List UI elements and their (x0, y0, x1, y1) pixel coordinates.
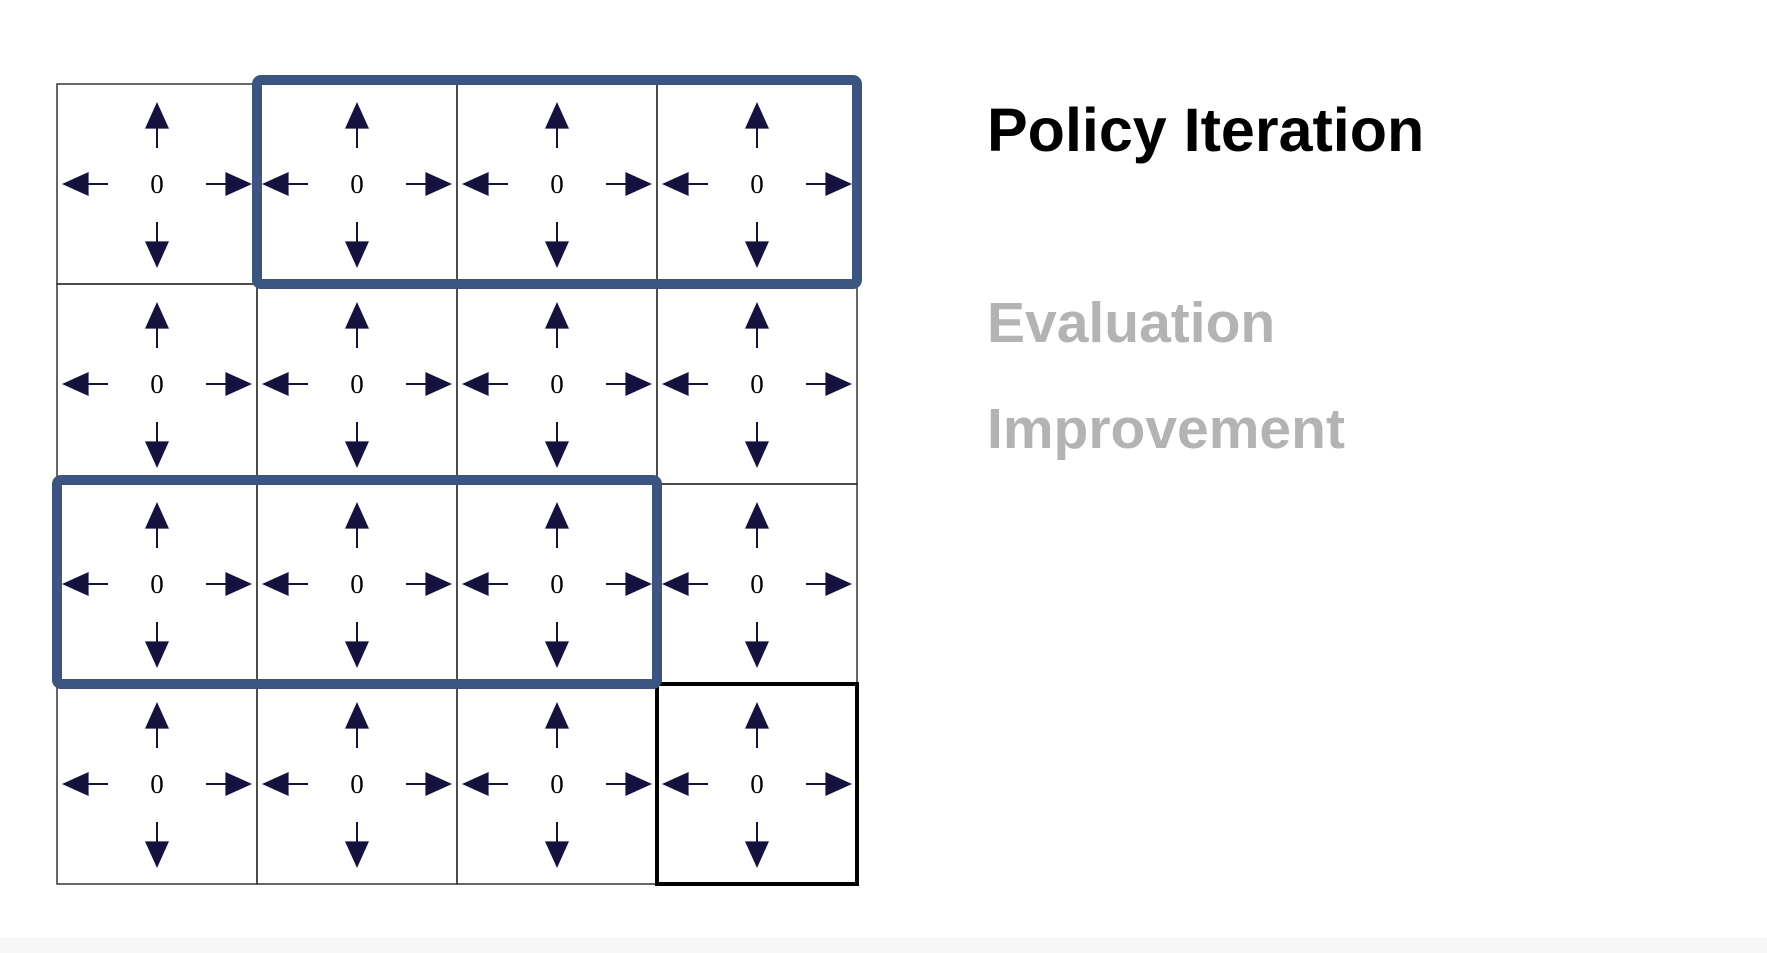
arrow-down-icon (145, 222, 169, 268)
arrow-up-icon (745, 302, 769, 348)
arrow-left-icon (462, 572, 508, 596)
arrow-down-icon (545, 822, 569, 868)
arrow-right-icon (606, 372, 652, 396)
state-value-r0-c0: 0 (150, 169, 164, 199)
arrow-down-icon (345, 822, 369, 868)
arrow-down-icon (545, 222, 569, 268)
arrow-left-icon (62, 372, 108, 396)
state-value-r3-c0: 0 (150, 769, 164, 799)
arrow-down-icon (345, 222, 369, 268)
arrow-left-icon (462, 172, 508, 196)
slide-title: Policy Iteration (987, 96, 1425, 164)
state-value-r2-c2: 0 (550, 569, 564, 599)
arrow-down-icon (745, 622, 769, 668)
arrow-up-icon (545, 502, 569, 548)
arrow-up-icon (345, 102, 369, 148)
arrow-left-icon (662, 172, 708, 196)
state-value-r3-c1: 0 (350, 769, 364, 799)
arrow-right-icon (606, 172, 652, 196)
arrow-left-icon (62, 572, 108, 596)
arrow-up-icon (145, 502, 169, 548)
arrow-down-icon (345, 622, 369, 668)
state-value-r1-c1: 0 (350, 369, 364, 399)
state-value-r2-c0: 0 (150, 569, 164, 599)
arrow-down-icon (745, 422, 769, 468)
arrow-right-icon (406, 172, 452, 196)
arrow-up-icon (345, 302, 369, 348)
arrow-left-icon (462, 772, 508, 796)
arrow-down-icon (745, 822, 769, 868)
arrow-up-icon (745, 702, 769, 748)
arrow-down-icon (145, 622, 169, 668)
arrow-right-icon (206, 772, 252, 796)
state-values: 0 0 0 0 0 0 0 0 0 0 0 0 0 0 0 0 (150, 169, 764, 799)
arrow-left-icon (462, 372, 508, 396)
terminal-cell-border (655, 682, 859, 886)
arrow-up-icon (545, 702, 569, 748)
arrow-right-icon (206, 172, 252, 196)
arrow-right-icon (806, 372, 852, 396)
arrow-up-icon (745, 502, 769, 548)
arrow-up-icon (545, 102, 569, 148)
policy-arrows (62, 102, 852, 868)
arrow-left-icon (662, 572, 708, 596)
state-value-r1-c2: 0 (550, 369, 564, 399)
arrow-up-icon (745, 102, 769, 148)
arrow-left-icon (62, 172, 108, 196)
arrow-up-icon (545, 302, 569, 348)
arrow-up-icon (145, 702, 169, 748)
highlight-group-1 (52, 475, 662, 689)
state-value-r0-c1: 0 (350, 169, 364, 199)
arrow-right-icon (806, 772, 852, 796)
arrow-up-icon (145, 302, 169, 348)
arrow-right-icon (406, 372, 452, 396)
arrow-right-icon (806, 172, 852, 196)
arrow-left-icon (662, 772, 708, 796)
arrow-right-icon (606, 772, 652, 796)
state-value-r3-c3: 0 (750, 769, 764, 799)
arrow-down-icon (345, 422, 369, 468)
arrow-right-icon (606, 572, 652, 596)
state-value-r1-c3: 0 (750, 369, 764, 399)
arrow-down-icon (545, 622, 569, 668)
state-value-r2-c3: 0 (750, 569, 764, 599)
state-value-r1-c0: 0 (150, 369, 164, 399)
state-value-r0-c2: 0 (550, 169, 564, 199)
arrow-right-icon (206, 372, 252, 396)
arrow-down-icon (145, 422, 169, 468)
arrow-up-icon (345, 502, 369, 548)
arrow-right-icon (406, 572, 452, 596)
arrow-up-icon (145, 102, 169, 148)
step-evaluation: Evaluation (987, 291, 1276, 355)
arrow-left-icon (662, 372, 708, 396)
arrow-left-icon (262, 372, 308, 396)
state-value-r0-c3: 0 (750, 169, 764, 199)
state-value-r2-c1: 0 (350, 569, 364, 599)
arrow-down-icon (145, 822, 169, 868)
step-improvement: Improvement (987, 397, 1345, 461)
highlight-group-0 (252, 75, 862, 289)
arrow-right-icon (806, 572, 852, 596)
arrow-right-icon (406, 772, 452, 796)
arrow-left-icon (262, 772, 308, 796)
arrow-up-icon (345, 702, 369, 748)
arrow-left-icon (262, 572, 308, 596)
highlight-groups (52, 75, 862, 886)
state-value-r3-c2: 0 (550, 769, 564, 799)
arrow-left-icon (262, 172, 308, 196)
arrow-down-icon (545, 422, 569, 468)
arrow-left-icon (62, 772, 108, 796)
arrow-down-icon (745, 222, 769, 268)
bottom-strip (0, 938, 1767, 953)
arrow-right-icon (206, 572, 252, 596)
